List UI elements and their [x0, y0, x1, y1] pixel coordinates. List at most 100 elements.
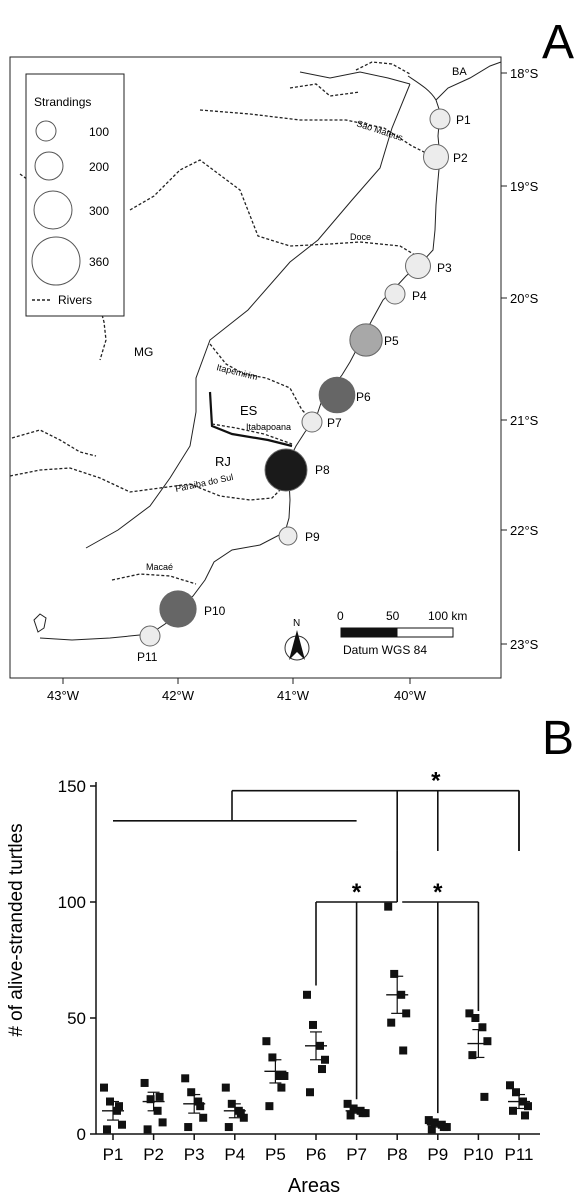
x-tick-label: P1 — [103, 1145, 124, 1164]
stranding-point-label-p9: P9 — [305, 530, 320, 544]
x-tick-label: P4 — [224, 1145, 245, 1164]
river-paraiba — [9, 467, 291, 501]
data-point — [346, 1111, 355, 1120]
region-label-mg: MG — [134, 345, 153, 359]
lon-label-42: 42°W — [162, 688, 195, 703]
x-tick-label: P8 — [387, 1145, 408, 1164]
data-point — [184, 1123, 193, 1132]
data-point — [187, 1088, 196, 1097]
data-point — [468, 1051, 477, 1060]
legend-circle-360 — [31, 236, 81, 286]
data-point — [146, 1095, 155, 1104]
legend-circle-200 — [34, 151, 64, 181]
scale-label-50: 50 — [386, 609, 400, 623]
data-point — [343, 1099, 352, 1108]
north-arrow: N — [284, 618, 310, 661]
state-border-ba — [299, 71, 411, 85]
data-point — [384, 902, 393, 911]
data-point — [199, 1113, 208, 1122]
region-label-rj: RJ — [215, 454, 231, 469]
panel-b-label: B — [542, 712, 574, 765]
stranding-point-label-p7: P7 — [327, 416, 342, 430]
lat-label-20: 20°S — [510, 291, 539, 306]
rivers — [9, 61, 429, 585]
stranding-point-label-p1: P1 — [456, 113, 471, 127]
x-tick-label: P7 — [346, 1145, 367, 1164]
chart-points — [100, 902, 532, 1134]
data-point — [221, 1083, 230, 1092]
river-label-itabapoana: Itabapoana — [246, 422, 291, 432]
stranding-point-label-p2: P2 — [453, 151, 468, 165]
stranding-point-p5 — [349, 323, 383, 357]
datum-label: Datum WGS 84 — [343, 643, 427, 657]
significance-brackets: * * * — [113, 768, 520, 1114]
data-point — [521, 1111, 529, 1120]
x-tick-label: P9 — [427, 1145, 448, 1164]
y-tick-label: 0 — [77, 1125, 86, 1144]
data-point — [275, 1072, 284, 1080]
stranding-point-p8 — [264, 448, 308, 492]
state-border-es-rj — [208, 391, 293, 448]
lon-label-40: 40°W — [394, 688, 427, 703]
lat-label-19: 19°S — [510, 179, 539, 194]
chart-panel: # of alive-stranded turtles Areas 0 50 100… — [6, 768, 540, 1197]
scale-label-100: 100 km — [428, 609, 467, 623]
river-sao-mateus — [199, 109, 429, 155]
stranding-point-p4 — [384, 283, 406, 305]
river-macae — [111, 573, 197, 585]
stranding-point-label-p11: P11 — [137, 650, 158, 664]
stranding-point-p6 — [318, 376, 356, 414]
stranding-points: P1 P2 P3 P4 P5 P6 P7 P8 P9 P10 P11 — [137, 108, 471, 664]
lat-label-23: 23°S — [510, 637, 539, 652]
data-point — [194, 1097, 203, 1106]
lon-axis: 43°W 42°W 41°W 40°W — [47, 678, 427, 703]
river-sao-mateus-branch — [289, 83, 361, 97]
y-tick-label: 50 — [67, 1009, 86, 1028]
stranding-point-label-p8: P8 — [315, 463, 330, 477]
chart-means — [102, 975, 530, 1128]
data-point — [140, 1078, 149, 1087]
river-doce — [129, 159, 421, 259]
data-point — [465, 1009, 474, 1018]
data-point — [512, 1088, 520, 1097]
data-point — [506, 1081, 514, 1090]
x-tick-label: P2 — [143, 1145, 164, 1164]
scale-bar-black — [340, 627, 398, 638]
lon-label-43: 43°W — [47, 688, 80, 703]
legend-label-300: 300 — [89, 204, 109, 218]
state-border-mg-es — [85, 83, 411, 549]
north-arrow-icon — [289, 630, 305, 660]
stranding-point-p7 — [301, 411, 323, 433]
north-label: N — [293, 618, 300, 629]
lat-label-21: 21°S — [510, 413, 539, 428]
data-point — [402, 1009, 411, 1018]
y-axis-label: # of alive-stranded turtles — [6, 823, 27, 1036]
legend: Strandings 100 200 300 360 Rivers — [25, 73, 125, 317]
data-point — [480, 1092, 489, 1101]
coastline-north — [435, 61, 502, 101]
data-point — [309, 1020, 317, 1029]
panel-a-label: A — [542, 16, 574, 69]
data-point — [399, 1046, 408, 1055]
scale-bar: 0 50 100 km Datum WGS 84 — [337, 609, 467, 657]
data-point — [318, 1065, 326, 1074]
river-itapemirim — [209, 343, 311, 419]
y-tick-label: 100 — [58, 893, 86, 912]
data-point — [483, 1037, 492, 1046]
stranding-point-p10 — [159, 590, 197, 628]
significance-star: * — [431, 768, 441, 795]
data-point — [181, 1074, 190, 1083]
x-tick-label: P10 — [463, 1145, 493, 1164]
data-point — [103, 1125, 111, 1134]
significance-star: * — [352, 879, 362, 906]
data-point — [155, 1092, 164, 1101]
region-label-ba: BA — [452, 66, 467, 78]
stranding-point-label-p5: P5 — [384, 334, 399, 348]
stranding-point-label-p4: P4 — [412, 289, 427, 303]
data-point — [524, 1102, 532, 1111]
x-tick-label: P5 — [265, 1145, 286, 1164]
legend-circle-300 — [33, 190, 73, 230]
stranding-point-p9 — [278, 526, 298, 546]
data-point — [236, 1109, 245, 1118]
